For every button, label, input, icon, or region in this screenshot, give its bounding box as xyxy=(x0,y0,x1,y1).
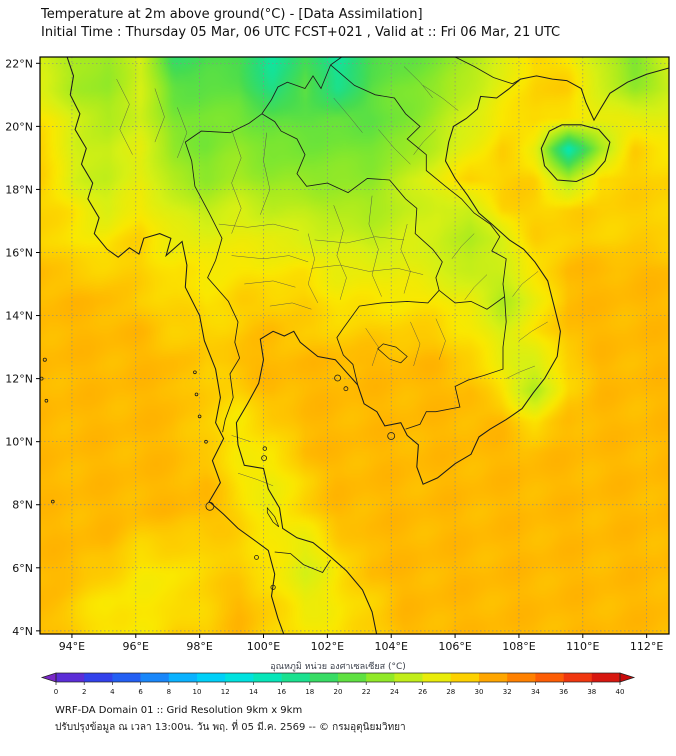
colorbar-tick-label: 24 xyxy=(390,688,399,696)
lat-tick-label: 16°N xyxy=(5,246,33,259)
colorbar-label: อุณหภูมิ หน่วย องศาเซลเซียส (°C) xyxy=(270,662,406,672)
colorbar-tick-label: 0 xyxy=(54,688,58,696)
lat-tick-label: 22°N xyxy=(5,57,33,70)
colorbar-segment xyxy=(479,673,508,682)
colorbar-segment xyxy=(338,673,367,682)
colorbar-tick-label: 32 xyxy=(503,688,512,696)
colorbar-segment xyxy=(309,673,339,682)
colorbar-tick-label: 28 xyxy=(446,688,455,696)
colorbar-segment xyxy=(507,673,536,682)
colorbar-segment xyxy=(56,673,85,682)
lon-tick-label: 102°E xyxy=(311,640,344,653)
colorbar-tick-label: 4 xyxy=(110,688,115,696)
colorbar-tick-label: 30 xyxy=(475,688,484,696)
colorbar-segment xyxy=(112,673,141,682)
colorbar-tick-label: 16 xyxy=(277,688,286,696)
colorbar-tick-label: 40 xyxy=(616,688,625,696)
colorbar-tick-label: 36 xyxy=(559,688,568,696)
colorbar: 0 2 4 6 8 10 12 14 16 18 20 22 24 26 28 30 32 34 36 38 40 xyxy=(40,672,636,696)
temperature-field-canvas xyxy=(40,57,669,634)
colorbar-segment xyxy=(281,673,311,682)
colorbar-segment xyxy=(535,673,564,682)
lon-tick-label: 106°E xyxy=(438,640,471,653)
lat-tick-label: 6°N xyxy=(12,562,33,575)
lon-tick-label: 104°E xyxy=(374,640,407,653)
lon-tick-label: 108°E xyxy=(502,640,535,653)
colorbar-segment xyxy=(140,673,170,682)
footer-update-info: ปรับปรุงข้อมูล ณ เวลา 13:00น. วัน พฤ. ที… xyxy=(55,722,406,733)
colorbar-right-arrow xyxy=(619,672,636,683)
colorbar-tick-label: 2 xyxy=(82,688,86,696)
colorbar-segment xyxy=(591,673,621,682)
colorbar-tick-label: 10 xyxy=(193,688,202,696)
colorbar-tick-label: 6 xyxy=(138,688,143,696)
colorbar-segment xyxy=(84,673,113,682)
lon-tick-label: 98°E xyxy=(186,640,212,653)
colorbar-segment xyxy=(422,673,452,682)
lat-tick-label: 14°N xyxy=(5,310,33,323)
colorbar-tick-label: 12 xyxy=(221,688,230,696)
lat-tick-label: 18°N xyxy=(5,183,33,196)
colorbar-tick-label: 20 xyxy=(334,688,343,696)
colorbar-tick-label: 34 xyxy=(531,688,540,696)
map-title: Temperature at 2m above ground(°C) - [Da… xyxy=(41,7,423,22)
colorbar-segment xyxy=(450,673,480,682)
lon-tick-label: 112°E xyxy=(630,640,663,653)
lat-tick-label: 4°N xyxy=(12,625,33,638)
colorbar-tick-label: 22 xyxy=(362,688,371,696)
colorbar-segment xyxy=(253,673,282,682)
lat-tick-label: 10°N xyxy=(5,436,33,449)
map-subtitle: Initial Time : Thursday 05 Mar, 06 UTC F… xyxy=(41,25,561,40)
colorbar-segment xyxy=(394,673,423,682)
lat-tick-label: 20°N xyxy=(5,120,33,133)
lon-tick-label: 110°E xyxy=(566,640,599,653)
colorbar-tick-label: 8 xyxy=(167,688,171,696)
colorbar-tick-label: 26 xyxy=(418,688,427,696)
colorbar-segment xyxy=(366,673,395,682)
colorbar-segment xyxy=(197,673,226,682)
colorbar-tick-label: 18 xyxy=(305,688,314,696)
lat-tick-label: 12°N xyxy=(5,373,33,386)
colorbar-tick-label: 14 xyxy=(249,688,258,696)
lon-tick-label: 100°E xyxy=(247,640,280,653)
colorbar-segment xyxy=(168,673,198,682)
lon-tick-label: 94°E xyxy=(59,640,85,653)
footer-domain-info: WRF-DA Domain 01 :: Grid Resolution 9km … xyxy=(55,705,303,716)
colorbar-segment xyxy=(563,673,593,682)
colorbar-segment xyxy=(225,673,254,682)
colorbar-left-arrow xyxy=(40,672,57,683)
lon-tick-label: 96°E xyxy=(123,640,149,653)
colorbar-tick-label: 38 xyxy=(587,688,596,696)
lat-tick-label: 8°N xyxy=(12,499,33,512)
